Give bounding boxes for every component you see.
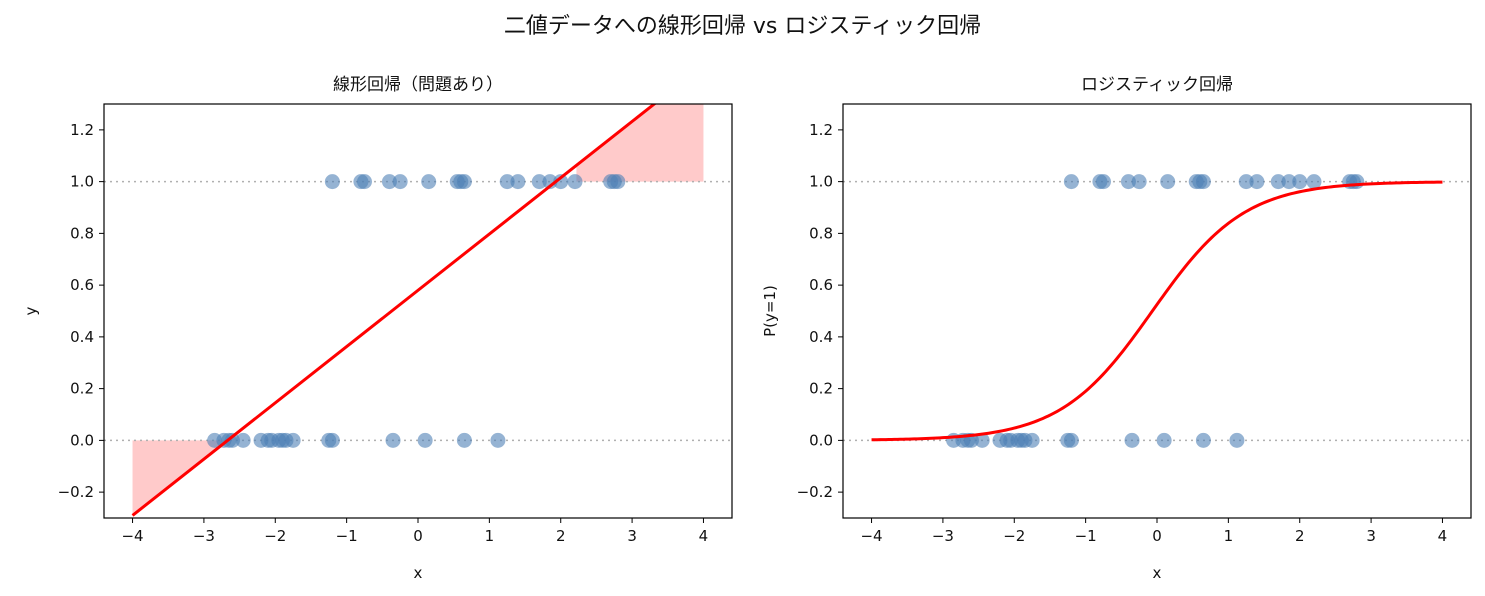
data-point xyxy=(1160,174,1176,190)
y-tick-label: 0.0 xyxy=(70,431,94,449)
data-point xyxy=(456,432,472,448)
data-point xyxy=(1195,174,1211,190)
x-tick-label: −3 xyxy=(193,527,215,545)
data-point xyxy=(531,174,547,190)
data-point xyxy=(1156,432,1172,448)
data-point xyxy=(421,174,437,190)
data-point xyxy=(385,432,401,448)
panel-title: ロジスティック回帰 xyxy=(1081,75,1233,95)
x-tick-label: −2 xyxy=(1003,527,1025,545)
x-tick-label: −4 xyxy=(121,527,143,545)
regression-line xyxy=(131,104,657,517)
data-point xyxy=(1120,174,1136,190)
data-point xyxy=(1238,174,1254,190)
y-tick-label: 0.8 xyxy=(809,224,833,242)
y-tick-label: 0.6 xyxy=(809,276,833,294)
data-point xyxy=(381,174,397,190)
data-point xyxy=(610,174,626,190)
data-point xyxy=(456,174,472,190)
panel-1: −4 −3 −2 −1 0 1 2 3 4 −0.2 0.0 0.2 0.4 0.6 0.8 1.0 1.2 線形… xyxy=(22,75,733,582)
x-tick-label: 1 xyxy=(485,527,495,545)
data-point xyxy=(567,174,583,190)
y-tick-label: 0.8 xyxy=(70,224,94,242)
x-tick-label: 0 xyxy=(413,527,423,545)
y-tick-label: 0.6 xyxy=(70,276,94,294)
data-point xyxy=(392,174,408,190)
data-point xyxy=(490,432,506,448)
y-tick-label: 1.2 xyxy=(809,121,833,139)
data-point xyxy=(1063,432,1079,448)
x-tick-label: −4 xyxy=(860,527,882,545)
x-tick-label: −3 xyxy=(932,527,954,545)
data-point xyxy=(510,174,526,190)
x-tick-label: 0 xyxy=(1152,527,1162,545)
y-tick-label: 0.4 xyxy=(70,328,94,346)
data-point xyxy=(1249,174,1265,190)
data-point xyxy=(1124,432,1140,448)
data-point xyxy=(542,174,558,190)
y-tick-label: 1.0 xyxy=(70,173,94,191)
y-axis-label: P(y=1) xyxy=(761,285,779,337)
data-point xyxy=(1292,174,1308,190)
x-tick-label: 4 xyxy=(699,527,709,545)
figure-title: 二値データへの線形回帰 vs ロジスティック回帰 xyxy=(503,14,982,39)
x-tick-label: 3 xyxy=(1366,527,1376,545)
data-point xyxy=(235,432,251,448)
data-point xyxy=(324,174,340,190)
panel-2: −4 −3 −2 −1 0 1 2 3 4 −0.2 0.0 0.2 0.4 0.6 0.8 1.0 1.2 ロジ… xyxy=(761,75,1472,582)
y-tick-label: 0.4 xyxy=(809,328,833,346)
data-point xyxy=(1281,174,1297,190)
data-point xyxy=(553,174,569,190)
data-point xyxy=(1306,174,1322,190)
data-point xyxy=(499,174,515,190)
data-point xyxy=(1131,174,1147,190)
data-point xyxy=(1229,432,1245,448)
y-tick-label: 1.0 xyxy=(809,173,833,191)
data-point xyxy=(1270,174,1286,190)
data-point xyxy=(285,432,301,448)
data-point xyxy=(1349,174,1365,190)
x-tick-label: 4 xyxy=(1438,527,1448,545)
y-tick-label: −0.2 xyxy=(58,483,94,501)
x-tick-label: 2 xyxy=(1295,527,1305,545)
data-point xyxy=(1063,174,1079,190)
x-tick-label: 3 xyxy=(627,527,637,545)
panel-title: 線形回帰（問題あり） xyxy=(333,75,503,95)
y-axis-label: y xyxy=(22,306,40,315)
x-tick-label: −2 xyxy=(264,527,286,545)
y-tick-label: 1.2 xyxy=(70,121,94,139)
data-point xyxy=(417,432,433,448)
x-tick-label: −1 xyxy=(1075,527,1097,545)
data-point xyxy=(1195,432,1211,448)
data-point xyxy=(974,432,990,448)
axes-frame xyxy=(842,103,1472,519)
x-tick-label: 1 xyxy=(1224,527,1234,545)
plot-area xyxy=(843,174,1471,448)
x-axis-label: x xyxy=(1153,564,1162,582)
x-axis-label: x xyxy=(414,564,423,582)
error-region-2 xyxy=(576,104,704,182)
data-point xyxy=(1095,174,1111,190)
data-point xyxy=(324,432,340,448)
x-tick-label: −1 xyxy=(336,527,358,545)
x-tick-label: 2 xyxy=(556,527,566,545)
plot-area xyxy=(104,104,732,517)
data-point xyxy=(1024,432,1040,448)
data-point xyxy=(356,174,372,190)
y-tick-label: −0.2 xyxy=(797,483,833,501)
data-point xyxy=(224,432,240,448)
y-tick-label: 0.0 xyxy=(809,431,833,449)
logistic-curve xyxy=(871,180,1443,442)
y-tick-label: 0.2 xyxy=(70,380,94,398)
y-tick-label: 0.2 xyxy=(809,380,833,398)
